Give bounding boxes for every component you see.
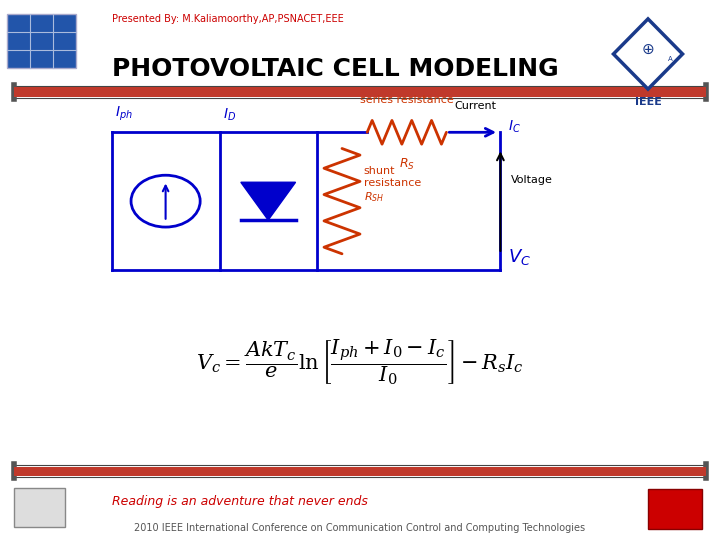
Text: Voltage: Voltage: [511, 175, 553, 185]
Text: $V_c = \dfrac{AkT_c}{e}\ln\left[\dfrac{I_{ph}+I_0-I_c}{I_0}\right]-R_sI_c$: $V_c = \dfrac{AkT_c}{e}\ln\left[\dfrac{I…: [196, 337, 524, 387]
Text: $I_{ph}$: $I_{ph}$: [115, 104, 133, 123]
Text: IEEE: IEEE: [634, 97, 662, 107]
Text: $R_S$: $R_S$: [399, 157, 415, 172]
Text: shunt
resistance
$R_{SH}$: shunt resistance $R_{SH}$: [364, 166, 421, 204]
Text: 2010 IEEE International Conference on Communication Control and Computing Techno: 2010 IEEE International Conference on Co…: [135, 523, 585, 533]
Text: $\oplus$: $\oplus$: [642, 42, 654, 57]
Text: series resistance: series resistance: [360, 95, 454, 105]
Bar: [7, 14, 76, 68]
Text: $I_C$: $I_C$: [508, 119, 521, 135]
Bar: [14, 87, 706, 97]
Text: Reading is an adventure that never ends: Reading is an adventure that never ends: [112, 495, 367, 508]
Text: $V_C$: $V_C$: [508, 247, 531, 267]
Text: Current: Current: [455, 100, 497, 111]
Text: PHOTOVOLTAIC CELL MODELING: PHOTOVOLTAIC CELL MODELING: [112, 57, 558, 80]
Polygon shape: [613, 19, 683, 89]
Polygon shape: [240, 183, 296, 220]
Bar: [14, 488, 65, 526]
Text: A: A: [668, 56, 673, 63]
Bar: [14, 467, 706, 476]
Text: Presented By: M.Kaliamoorthy,AP,PSNACET,EEE: Presented By: M.Kaliamoorthy,AP,PSNACET,…: [112, 14, 343, 24]
Bar: [648, 489, 702, 529]
Text: $I_D$: $I_D$: [223, 106, 236, 123]
